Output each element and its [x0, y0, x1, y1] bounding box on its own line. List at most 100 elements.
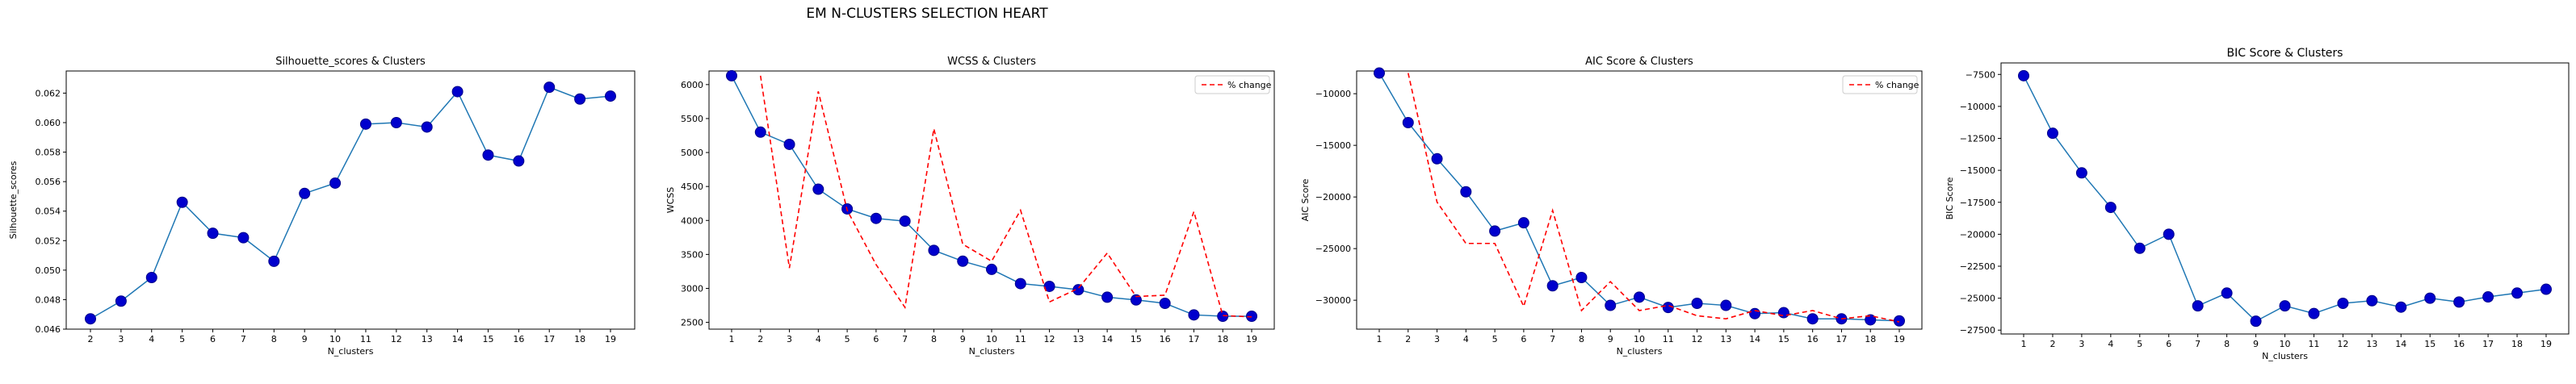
data-point [1575, 272, 1588, 283]
data-point [543, 81, 556, 94]
x-tick-label: 1 [729, 334, 735, 344]
data-point [145, 272, 157, 283]
data-point [1246, 311, 1257, 322]
x-axis-label: N_clusters [1617, 346, 1663, 357]
x-tick-label: 17 [1836, 334, 1847, 344]
x-tick-label: 15 [2424, 339, 2435, 349]
x-tick-label: 4 [149, 334, 154, 344]
x-tick-label: 1 [1377, 334, 1382, 344]
x-axis-label: N_clusters [2262, 351, 2308, 361]
x-tick-label: 5 [845, 334, 850, 344]
x-tick-label: 13 [2366, 339, 2377, 349]
x-tick-label: 17 [543, 334, 555, 344]
chart-title: BIC Score & Clusters [2227, 47, 2343, 60]
x-tick-label: 18 [2511, 339, 2523, 349]
y-tick-label: 0.048 [36, 294, 61, 305]
data-point [1159, 298, 1171, 309]
x-tick-label: 6 [210, 334, 216, 344]
x-tick-label: 18 [574, 334, 585, 344]
data-point [1043, 280, 1055, 292]
data-point [1489, 225, 1501, 237]
x-tick-label: 6 [1521, 334, 1526, 344]
x-tick-label: 16 [513, 334, 524, 344]
data-point [2366, 294, 2378, 307]
y-tick-label: −25000 [1960, 294, 1995, 304]
x-tick-label: 12 [2337, 339, 2348, 349]
x-tick-label: 11 [1015, 334, 1026, 344]
x-tick-label: 8 [2224, 339, 2230, 349]
data-point [115, 295, 127, 307]
data-point [482, 149, 494, 161]
x-tick-label: 12 [1692, 334, 1703, 344]
data-point [2540, 283, 2552, 295]
data-point [754, 126, 766, 138]
x-tick-label: 12 [1044, 334, 1055, 344]
y-tick-label: −25000 [1315, 244, 1351, 254]
y-tick-label: −17500 [1960, 198, 1995, 208]
x-tick-label: 8 [271, 334, 277, 344]
data-point [1777, 307, 1789, 319]
x-tick-label: 18 [1217, 334, 1228, 344]
data-point [812, 183, 824, 195]
x-tick-label: 11 [2308, 339, 2319, 349]
x-tick-label: 15 [1131, 334, 1142, 344]
x-tick-label: 9 [1608, 334, 1613, 344]
chart-title: WCSS & Clusters [947, 56, 1036, 68]
x-tick-label: 10 [1634, 334, 1645, 344]
data-point [2395, 301, 2407, 313]
data-point [2337, 297, 2349, 309]
data-point [1894, 315, 1905, 327]
figure-suptitle: EM N-CLUSTERS SELECTION HEART [806, 6, 1048, 22]
y-tick-label: −20000 [1960, 229, 1995, 240]
x-axis-label: N_clusters [969, 346, 1015, 357]
data-point [870, 212, 882, 224]
x-tick-label: 19 [1894, 334, 1905, 344]
data-point [237, 232, 250, 244]
plot-frame [1356, 70, 1923, 330]
y-axis-label: Silhouette_scores [8, 161, 19, 239]
data-point [1101, 291, 1114, 303]
x-tick-label: 10 [986, 334, 997, 344]
data-point [2046, 127, 2058, 140]
data-point [176, 196, 188, 208]
data-point [329, 177, 342, 189]
data-point [2482, 291, 2494, 303]
x-tick-label: 8 [1579, 334, 1584, 344]
y-tick-label: −12500 [1960, 134, 1995, 144]
legend: % change [1842, 75, 1919, 94]
x-tick-label: 8 [931, 334, 937, 344]
data-point [1217, 311, 1229, 322]
x-tick-label: 3 [118, 334, 124, 344]
chart-panel-1: Silhouette_scores & Clusters 2 3 4 5 6 7 8 9 10 11… [8, 56, 636, 357]
y-axis-label: WCSS [665, 187, 676, 214]
x-tick-label: 7 [241, 334, 246, 344]
data-point [1374, 67, 1385, 79]
data-point [1634, 291, 1645, 303]
data-point [85, 313, 96, 325]
data-point [1605, 299, 1617, 311]
x-tick-label: 14 [1101, 334, 1113, 344]
y-tick-label: 0.052 [36, 236, 61, 246]
x-tick-label: 15 [1778, 334, 1789, 344]
x-tick-label: 12 [391, 334, 402, 344]
data-point [2163, 228, 2175, 240]
legend: % change [1194, 75, 1272, 94]
x-tick-label: 11 [1663, 334, 1674, 344]
legend-label: % change [1227, 80, 1272, 90]
data-point [1402, 117, 1414, 128]
data-point [390, 117, 402, 128]
data-point [1431, 152, 1443, 165]
x-tick-label: 13 [1720, 334, 1731, 344]
x-tick-label: 9 [960, 334, 966, 344]
y-tick-label: 4000 [681, 215, 703, 226]
x-tick-label: 19 [1246, 334, 1257, 344]
data-point [1546, 280, 1559, 292]
x-tick-label: 5 [179, 334, 185, 344]
series-line [90, 86, 611, 319]
data-point [207, 227, 219, 240]
y-tick-label: −15000 [1315, 140, 1351, 151]
y-tick-label: 0.050 [36, 265, 61, 276]
legend-box [1842, 75, 1918, 94]
